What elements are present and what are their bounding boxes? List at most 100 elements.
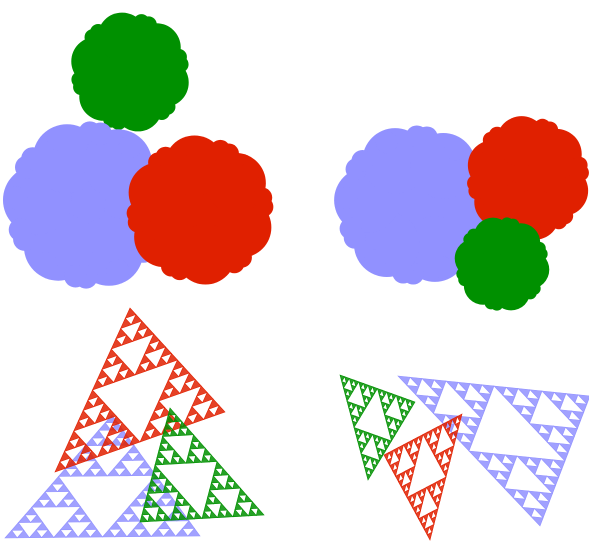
triangle-cell <box>177 455 187 465</box>
triangle-cell <box>393 417 400 426</box>
tile-bump <box>351 150 374 172</box>
triangle-cell <box>527 490 541 501</box>
triangle-cell <box>148 478 158 487</box>
triangle-cell <box>148 410 161 423</box>
triangle-cell <box>558 409 573 420</box>
triangle-cell <box>344 394 351 403</box>
triangle-cell <box>154 485 164 494</box>
triangle-cell <box>65 457 77 469</box>
triangle-cell <box>158 471 168 480</box>
tile-bump <box>103 111 120 128</box>
triangle-cell <box>428 523 435 533</box>
triangle-cell <box>442 421 448 431</box>
triangle-cell <box>413 449 420 459</box>
tile-bump <box>569 187 586 205</box>
triangle-cell <box>101 358 114 371</box>
triangle-cell <box>517 388 531 399</box>
triangle-cell <box>451 415 458 426</box>
triangle-cell <box>540 458 554 469</box>
triangle-cell <box>152 464 162 473</box>
triangle-cell <box>528 456 542 468</box>
triangle-cell <box>82 468 96 477</box>
triangle-cell <box>186 405 199 418</box>
triangle-cell <box>78 513 93 523</box>
triangle-cell <box>436 457 443 468</box>
triangle-cell <box>17 514 32 523</box>
triangle-cell <box>147 513 157 522</box>
triangle-cell <box>468 416 482 428</box>
triangle-cell <box>430 515 437 526</box>
triangle-cell <box>351 402 357 411</box>
triangle-cell <box>207 398 220 410</box>
triangle-cell <box>83 416 96 428</box>
triangle-cell <box>541 390 555 401</box>
tile-bump <box>153 103 170 121</box>
triangle-cell <box>113 371 125 384</box>
triangle-cell <box>106 425 119 438</box>
triangle-cell <box>365 472 372 481</box>
triangle-cell <box>574 402 588 413</box>
triangle-cell <box>382 407 388 416</box>
triangle-cell <box>75 453 88 466</box>
triangle-cell <box>155 356 168 369</box>
triangle-cell <box>433 439 439 449</box>
triangle-cell <box>213 496 222 505</box>
triangle-cell <box>501 462 515 473</box>
triangle-cell <box>428 441 435 452</box>
triangle-cell <box>65 529 79 538</box>
triangle-cell <box>232 509 242 518</box>
triangle-cell <box>425 436 432 446</box>
triangle-cell <box>226 474 236 483</box>
triangle-cell <box>417 502 423 512</box>
triangle-cell <box>396 452 402 462</box>
triangle-cell <box>157 520 171 530</box>
triangle-cell <box>378 394 385 403</box>
triangle-cell <box>84 521 98 530</box>
triangle-cell <box>163 421 173 430</box>
triangle-cell <box>116 421 129 434</box>
tile-bump <box>467 228 481 242</box>
triangle-cell <box>555 451 569 462</box>
triangle-cell <box>348 407 354 416</box>
triangle-cell <box>445 380 459 391</box>
triangle-cell <box>377 453 384 462</box>
triangle-cell <box>492 453 506 464</box>
triangle-cell <box>203 408 215 421</box>
triangle-cell <box>462 433 476 444</box>
triangle-cell <box>430 387 444 398</box>
triangle-cell <box>185 455 195 464</box>
triangle-cell <box>415 441 422 452</box>
triangle-cell <box>418 515 424 525</box>
triangle-cell <box>350 413 356 422</box>
triangle-cell <box>357 410 364 419</box>
tile-bump <box>363 249 386 272</box>
triangle-cell <box>106 467 121 477</box>
tile-lobe <box>132 23 181 72</box>
triangle-cell <box>193 455 203 464</box>
triangle-cell <box>131 330 144 343</box>
triangle-cell <box>181 416 194 428</box>
triangle-cell <box>372 386 378 395</box>
triangle-cell <box>426 484 432 494</box>
triangle-cell <box>232 480 242 490</box>
triangle-cell <box>165 414 175 423</box>
triangle-cell <box>187 527 201 537</box>
triangle-cell <box>91 429 105 439</box>
triangle-cell <box>171 449 181 458</box>
triangle-cell <box>240 508 250 517</box>
triangle-cell <box>139 353 151 366</box>
triangle <box>397 375 589 527</box>
triangle-cell <box>502 394 516 406</box>
triangle-cell <box>191 434 201 443</box>
triangle-cell <box>179 382 192 395</box>
triangle-cell <box>374 458 381 467</box>
triangle-cell <box>426 395 441 406</box>
triangle-cell <box>118 467 133 477</box>
triangle-cell <box>176 491 186 500</box>
triangle-cell <box>494 478 509 490</box>
triangle-cell <box>139 514 149 523</box>
triangle-cell <box>67 498 82 508</box>
tile-bump <box>522 227 536 241</box>
tile-bump <box>508 295 522 309</box>
triangle-cell <box>220 467 230 476</box>
